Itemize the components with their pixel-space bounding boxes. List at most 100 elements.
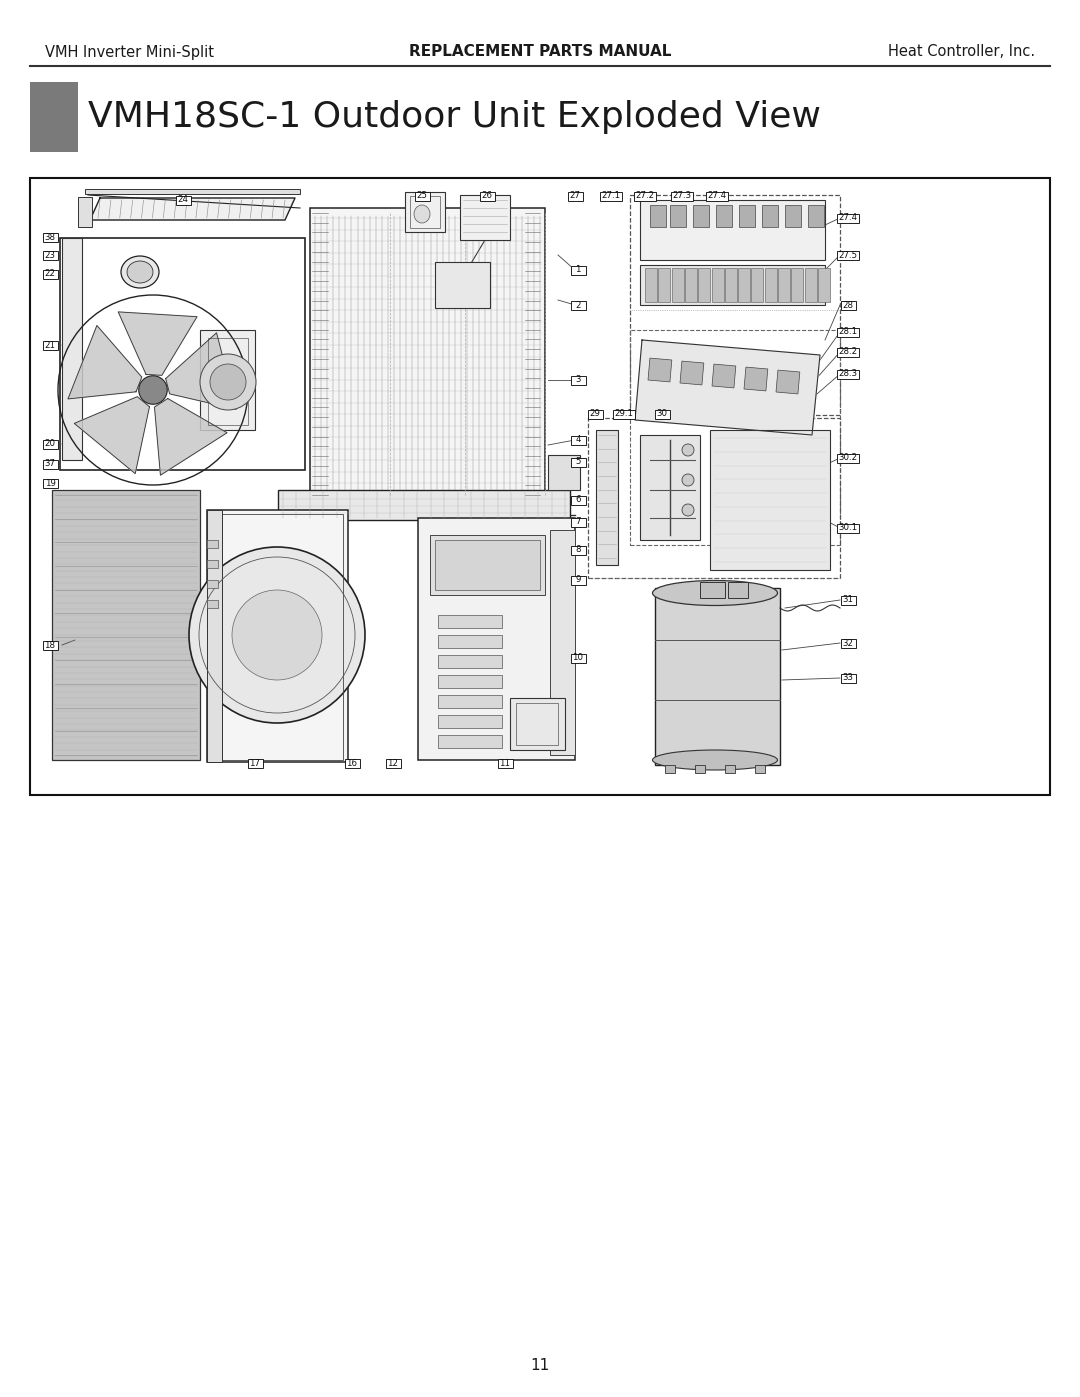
Text: 30.2: 30.2 — [838, 454, 858, 462]
Bar — [30, 177, 1050, 795]
Bar — [438, 715, 502, 728]
Text: 21: 21 — [44, 341, 55, 349]
Text: 24: 24 — [177, 196, 189, 204]
Ellipse shape — [121, 256, 159, 288]
Bar — [42, 341, 57, 349]
Text: 12: 12 — [388, 759, 399, 767]
Text: 18: 18 — [44, 640, 55, 650]
Bar — [588, 418, 840, 578]
Text: 4: 4 — [576, 436, 581, 444]
Bar — [654, 588, 780, 766]
Text: Heat Controller, Inc.: Heat Controller, Inc. — [888, 45, 1035, 60]
Bar — [570, 654, 585, 662]
Bar — [510, 698, 565, 750]
Bar — [738, 268, 751, 302]
Text: REPLACEMENT PARTS MANUAL: REPLACEMENT PARTS MANUAL — [409, 45, 671, 60]
Circle shape — [210, 365, 246, 400]
Text: 27.5: 27.5 — [838, 250, 858, 260]
Bar — [840, 638, 855, 647]
Text: 28.3: 28.3 — [838, 369, 858, 379]
Bar — [548, 455, 580, 490]
Bar — [596, 430, 618, 564]
Bar — [438, 655, 502, 668]
Polygon shape — [154, 398, 227, 475]
Bar — [818, 268, 831, 302]
Text: 29.1: 29.1 — [615, 409, 634, 419]
Bar — [665, 766, 675, 773]
Text: 27: 27 — [569, 191, 581, 201]
Bar — [42, 232, 57, 242]
Text: 3: 3 — [576, 376, 581, 384]
Text: 33: 33 — [842, 673, 853, 683]
Bar — [613, 409, 635, 419]
Bar — [630, 196, 840, 415]
Bar — [700, 583, 725, 598]
Circle shape — [138, 376, 167, 404]
Polygon shape — [68, 326, 141, 400]
Text: 17: 17 — [249, 759, 260, 767]
Ellipse shape — [652, 581, 778, 605]
Bar — [837, 369, 859, 379]
Bar — [570, 436, 585, 444]
Text: 30: 30 — [657, 409, 667, 419]
Polygon shape — [75, 397, 149, 474]
Circle shape — [232, 590, 322, 680]
Ellipse shape — [127, 261, 153, 284]
Bar — [728, 583, 748, 598]
Bar — [755, 766, 765, 773]
Bar — [805, 268, 816, 302]
Bar — [438, 615, 502, 629]
Bar — [310, 208, 545, 500]
Bar — [278, 490, 570, 520]
Bar — [837, 524, 859, 532]
Bar — [588, 409, 603, 419]
Text: 10: 10 — [572, 654, 583, 662]
Text: 27.3: 27.3 — [673, 191, 691, 201]
Bar — [670, 205, 686, 226]
Text: 6: 6 — [576, 496, 581, 504]
Bar — [725, 766, 735, 773]
Bar — [570, 517, 585, 527]
Bar — [207, 580, 218, 588]
Circle shape — [681, 474, 694, 486]
Bar — [693, 205, 708, 226]
Bar — [42, 440, 57, 448]
Bar — [415, 191, 430, 201]
Bar — [42, 479, 57, 488]
Circle shape — [200, 353, 256, 409]
Bar — [386, 759, 401, 767]
Bar — [752, 268, 764, 302]
Bar — [672, 268, 684, 302]
Bar — [785, 205, 801, 226]
Bar — [685, 268, 697, 302]
Bar — [840, 300, 855, 310]
Bar — [792, 268, 804, 302]
Ellipse shape — [414, 205, 430, 224]
Bar — [634, 191, 656, 201]
Bar — [570, 457, 585, 467]
Bar — [840, 673, 855, 683]
Text: 31: 31 — [842, 595, 853, 605]
Bar — [640, 200, 825, 260]
Bar — [837, 250, 859, 260]
Text: 28.2: 28.2 — [838, 348, 858, 356]
Bar — [659, 268, 671, 302]
Bar — [207, 599, 218, 608]
Bar — [716, 205, 732, 226]
Bar — [650, 205, 666, 226]
Bar — [438, 694, 502, 708]
Bar — [42, 640, 57, 650]
Bar — [78, 197, 92, 226]
Bar — [418, 518, 575, 760]
Bar — [42, 250, 57, 260]
Text: 38: 38 — [44, 232, 55, 242]
Bar — [840, 595, 855, 605]
Bar — [175, 196, 190, 204]
Bar — [42, 460, 57, 468]
Bar — [654, 409, 670, 419]
Bar — [570, 376, 585, 384]
Text: 8: 8 — [576, 545, 581, 555]
Bar — [435, 263, 490, 307]
Bar — [480, 191, 495, 201]
Text: 9: 9 — [576, 576, 581, 584]
